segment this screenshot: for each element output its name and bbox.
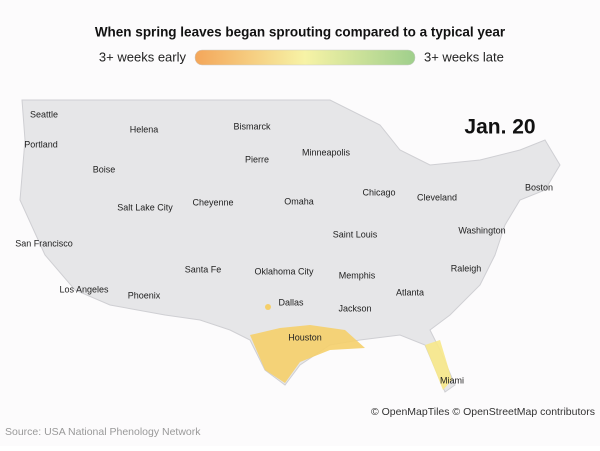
city-label: Helena (130, 124, 159, 134)
legend-gradient (194, 49, 416, 66)
attribution: © OpenMapTiles © OpenStreetMap contribut… (371, 406, 595, 418)
city-label: Miami (440, 375, 464, 385)
city-label: Raleigh (451, 263, 482, 273)
city-label: Oklahoma City (254, 266, 314, 276)
city-label: Seattle (30, 109, 58, 119)
city-label: Pierre (245, 154, 269, 164)
city-label: Memphis (339, 270, 376, 280)
title: When spring leaves began sprouting compa… (95, 25, 506, 40)
city-label: Los Angeles (59, 284, 109, 294)
city-label: Santa Fe (185, 264, 222, 274)
source: Source: USA National Phenology Network (5, 426, 201, 438)
leaf-out-area (425, 340, 452, 390)
city-label: Chicago (362, 187, 395, 197)
city-label: Salt Lake City (117, 202, 173, 212)
city-label: Minneapolis (302, 147, 351, 157)
date: Jan. 20 (464, 116, 535, 139)
city-label: Houston (288, 332, 322, 342)
city-label: Washington (458, 225, 505, 235)
leaf-out-area (250, 325, 365, 383)
legend-high: 3+ weeks late (424, 49, 504, 64)
city-label: Cleveland (417, 192, 457, 202)
city-label: Boston (525, 182, 553, 192)
us-map (19, 99, 561, 393)
leaf-out-area (265, 304, 271, 310)
city-label: Saint Louis (333, 229, 378, 239)
city-label: Bismarck (233, 121, 271, 131)
legend-low: 3+ weeks early (99, 49, 187, 64)
city-label: Omaha (284, 196, 314, 206)
city-label: Portland (24, 139, 58, 149)
city-label: Dallas (278, 297, 304, 307)
city-label: Boise (93, 164, 116, 174)
city-label: Phoenix (128, 290, 161, 300)
city-label: Atlanta (396, 287, 424, 297)
city-labels: Seattle Helena Bismarck Portland Pierre Minne… (15, 109, 553, 385)
city-label: San Francisco (15, 238, 73, 248)
city-label: Cheyenne (192, 197, 233, 207)
city-label: Jackson (338, 303, 371, 313)
